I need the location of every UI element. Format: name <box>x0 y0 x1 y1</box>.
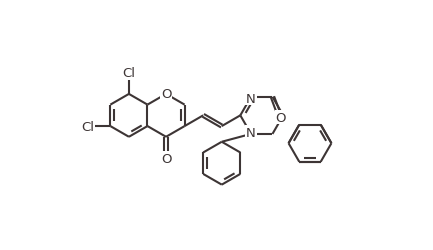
Text: Cl: Cl <box>123 67 136 80</box>
Text: N: N <box>246 92 256 105</box>
Text: N: N <box>246 126 256 140</box>
Text: O: O <box>276 111 286 124</box>
Text: O: O <box>161 152 171 165</box>
Text: O: O <box>161 88 171 101</box>
Text: Cl: Cl <box>81 120 94 133</box>
